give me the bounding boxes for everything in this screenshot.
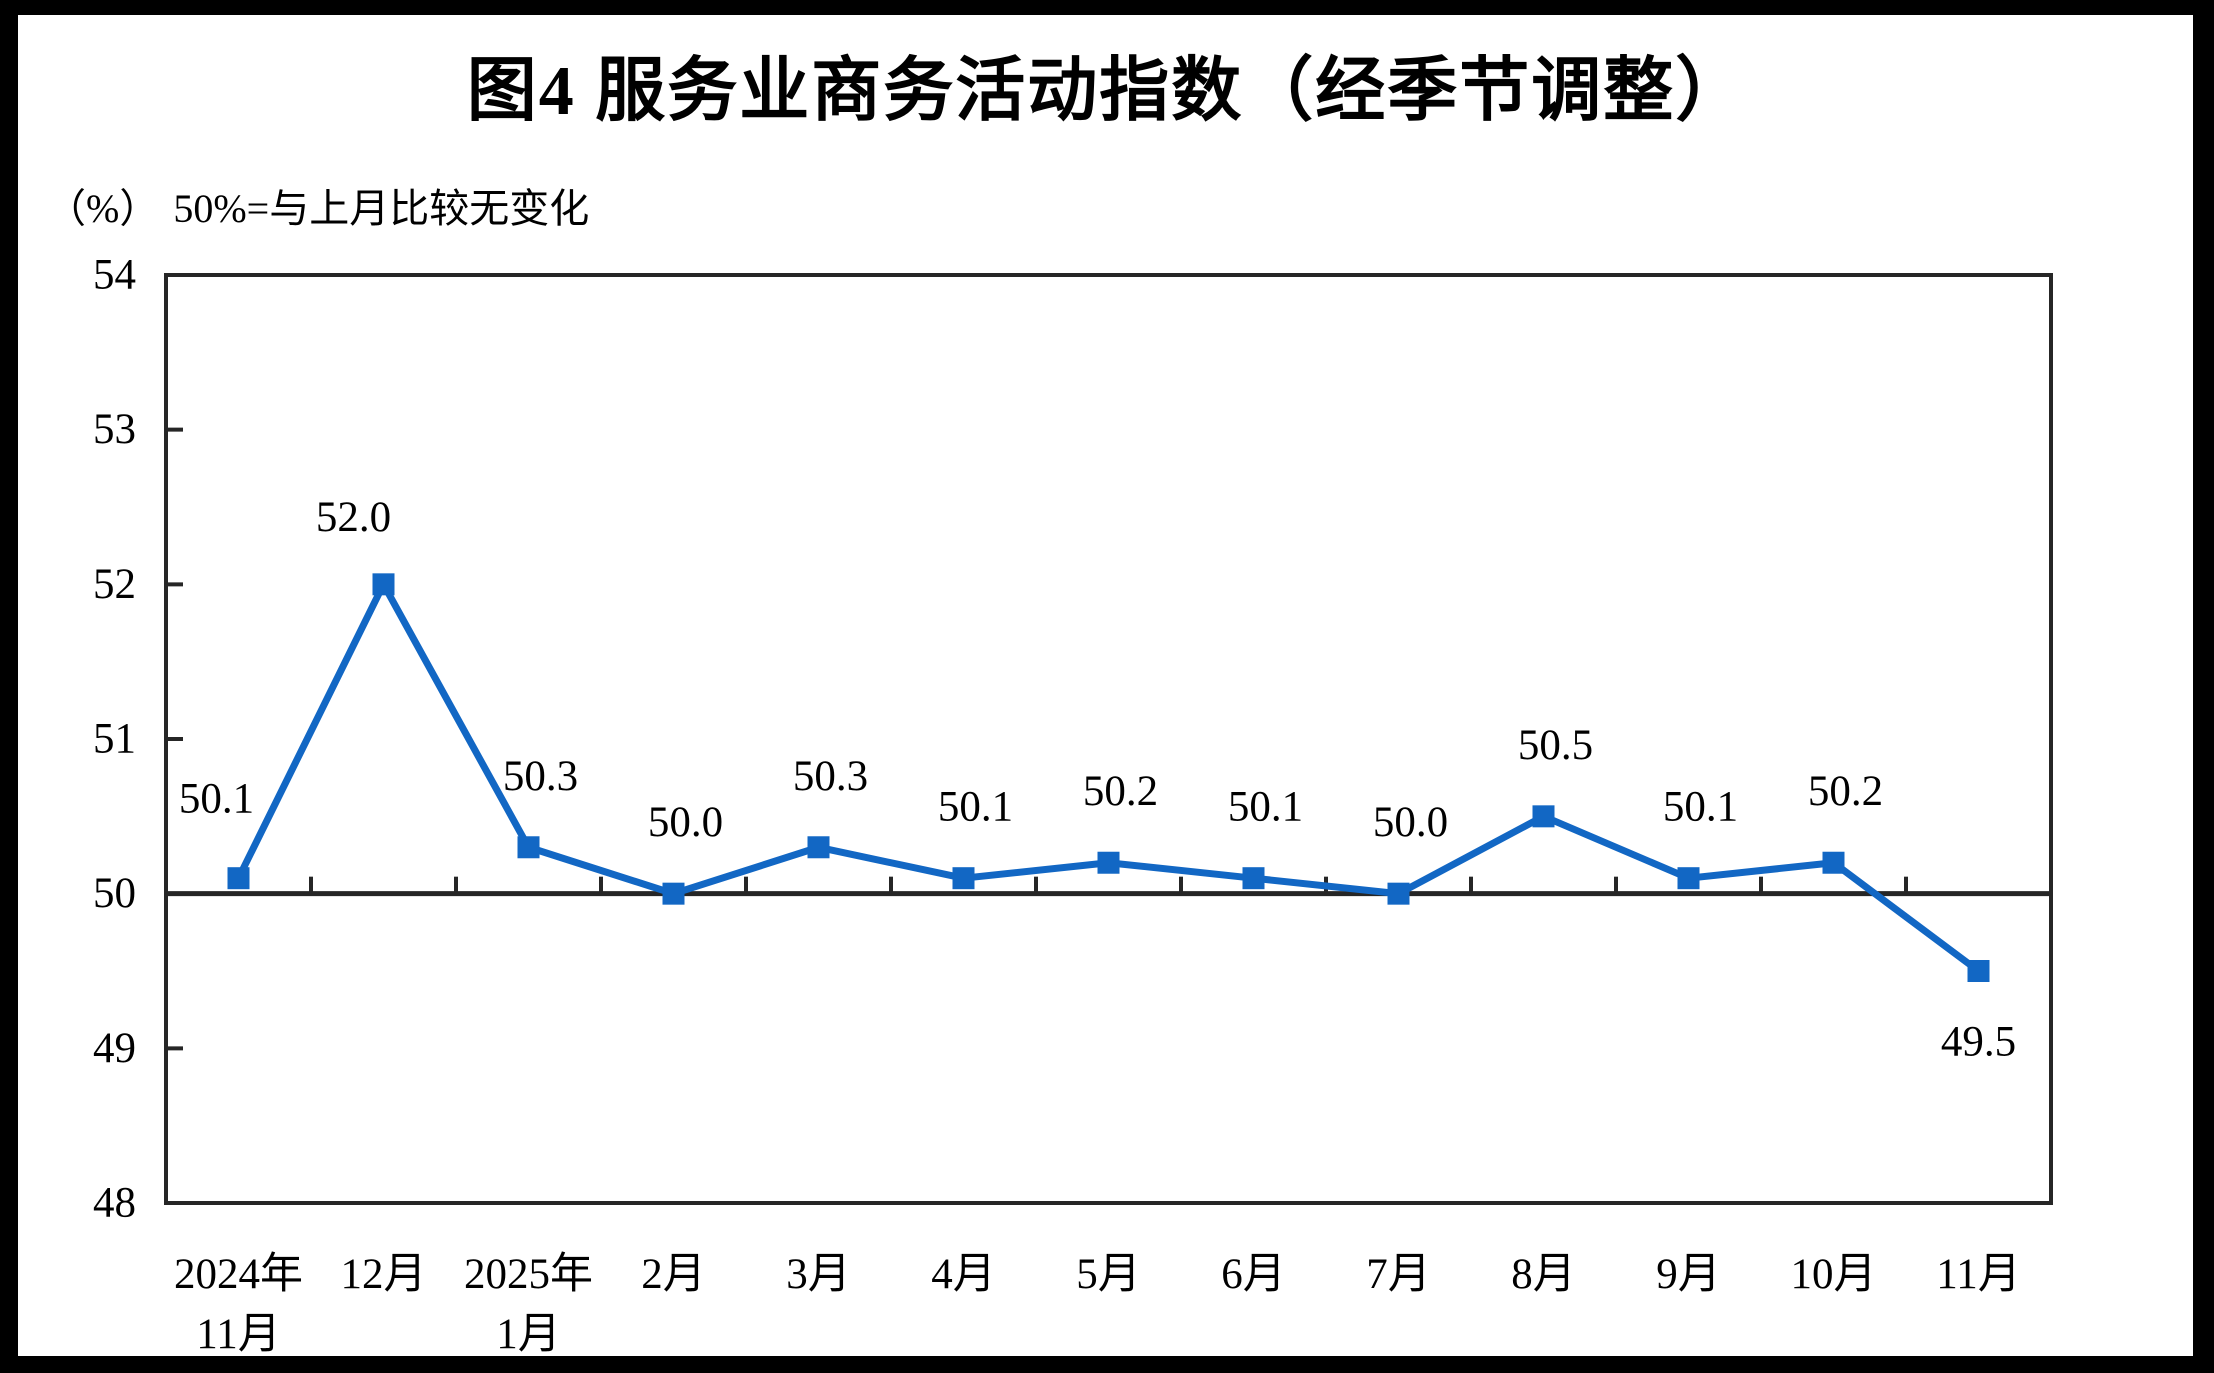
x-axis-label: 6月: [1221, 1251, 1286, 1298]
data-point-marker: [372, 573, 395, 596]
data-point-marker: [227, 867, 250, 890]
y-axis-label: 49: [93, 1025, 136, 1072]
data-point-marker: [1677, 867, 1700, 890]
data-point-marker: [1387, 882, 1410, 905]
data-point-marker: [1967, 960, 1990, 982]
data-label: 50.0: [648, 799, 723, 846]
y-axis-label: 51: [93, 716, 136, 763]
x-axis-label: 12月: [341, 1251, 427, 1298]
data-label: 50.3: [793, 753, 868, 800]
x-axis-label: 3月: [786, 1251, 851, 1298]
data-point-marker: [1532, 805, 1555, 828]
data-point-marker: [952, 867, 975, 890]
chart-subtitle: 50%=与上月比较无变化: [173, 186, 590, 231]
page-background: [18, 15, 2193, 1356]
data-label: 50.1: [179, 776, 254, 823]
data-label: 50.1: [1228, 784, 1303, 831]
data-point-marker: [662, 882, 685, 905]
x-axis-label: 10月: [1791, 1251, 1877, 1298]
data-point-marker: [1097, 851, 1120, 874]
data-label: 52.0: [316, 494, 391, 541]
data-label: 49.5: [1941, 1019, 2016, 1066]
x-axis-label: 8月: [1511, 1251, 1576, 1298]
x-axis-label: 2月: [641, 1251, 706, 1298]
chart-title: 图4 服务业商务活动指数（经季节调整）: [466, 53, 1748, 130]
data-label: 50.2: [1808, 768, 1883, 815]
y-axis-label: 50: [93, 870, 136, 917]
data-label: 50.1: [938, 784, 1013, 831]
x-axis-label: 7月: [1366, 1251, 1431, 1298]
data-point-marker: [517, 836, 540, 859]
plot-border: [164, 273, 2053, 1205]
data-point-marker: [1242, 867, 1265, 890]
y-axis-label: 48: [93, 1180, 136, 1227]
data-label: 50.3: [503, 753, 578, 800]
subtitle-row: （%） 50%=与上月比较无变化: [46, 176, 589, 234]
x-axis-label: 2024年 11月: [174, 1251, 303, 1358]
y-axis-label: 54: [93, 252, 136, 299]
x-axis-label: 9月: [1656, 1251, 1721, 1298]
data-point-marker: [807, 836, 830, 859]
data-label: 50.5: [1518, 722, 1593, 769]
x-axis-label: 11月: [1936, 1251, 2020, 1298]
data-label: 50.0: [1373, 799, 1448, 846]
y-axis-label: 53: [93, 406, 136, 453]
data-point-marker: [1822, 851, 1845, 874]
x-axis-label: 4月: [931, 1251, 996, 1298]
y-axis-label: 52: [93, 561, 136, 608]
data-label: 50.1: [1663, 784, 1738, 831]
x-axis-label: 5月: [1076, 1251, 1141, 1298]
x-axis-label: 2025年 1月: [464, 1251, 593, 1358]
data-label: 50.2: [1083, 768, 1158, 815]
y-axis-unit-label: （%）: [46, 186, 160, 231]
